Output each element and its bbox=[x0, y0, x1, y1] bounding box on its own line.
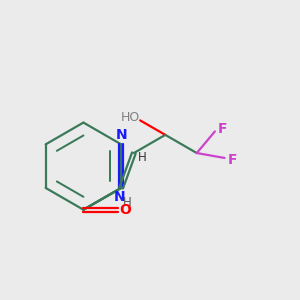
Text: F: F bbox=[228, 153, 237, 167]
Text: F: F bbox=[218, 122, 228, 136]
Text: N: N bbox=[115, 128, 127, 142]
Text: HO: HO bbox=[120, 111, 140, 124]
Text: H: H bbox=[123, 196, 132, 209]
Text: O: O bbox=[119, 203, 131, 217]
Text: H: H bbox=[138, 152, 147, 164]
Text: N: N bbox=[113, 190, 125, 204]
